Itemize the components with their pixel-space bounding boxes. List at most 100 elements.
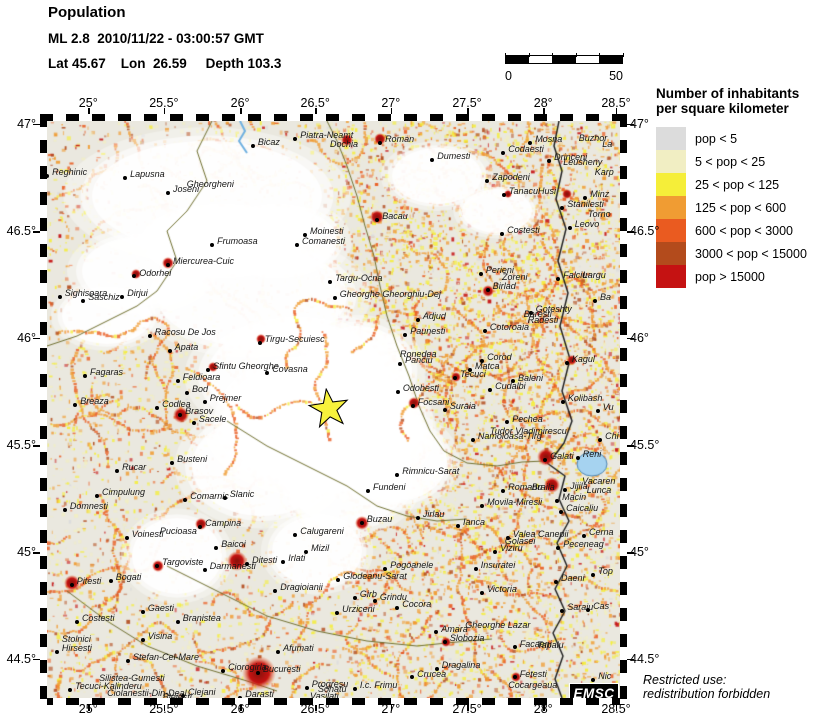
city-label: Fetesti <box>519 668 547 679</box>
city-label: Jirlau <box>422 508 445 519</box>
city-label: Baresti <box>523 309 552 320</box>
city-label: Darasti <box>245 688 274 698</box>
city-label: Ronedea <box>399 349 437 360</box>
y-axis-label: 46° <box>630 330 649 345</box>
city-dot <box>560 399 565 404</box>
city-dot <box>69 582 74 587</box>
city-dot <box>403 332 408 337</box>
city-dot <box>303 232 308 237</box>
city-dot <box>238 695 243 698</box>
y-axis-label: 46.5° <box>630 224 660 239</box>
city-dot <box>511 379 516 384</box>
city-label: Feldioara <box>182 372 221 383</box>
city-label: Paunesti <box>410 325 446 336</box>
city-dot <box>57 294 62 299</box>
city-dot <box>559 509 564 514</box>
city-label: Ciorogirla <box>228 661 267 672</box>
city-label: Reghinic <box>52 166 88 177</box>
city-label: Slobozia <box>449 632 485 643</box>
city-dot <box>410 675 415 680</box>
city-dot <box>132 274 137 279</box>
city-label: Torno <box>587 208 611 219</box>
city-dot <box>468 367 473 372</box>
city-label: Vasilati <box>310 690 339 698</box>
city-dot <box>501 151 506 155</box>
y-axis-label: 44.5° <box>630 651 660 666</box>
city-label: Irlati <box>288 552 306 563</box>
city-label: Cocargeaua <box>508 680 558 691</box>
city-label: Bicaz <box>257 136 280 147</box>
epicenter-star <box>307 387 349 429</box>
city-dot <box>352 687 357 692</box>
population-legend: Number of inhabitants per square kilomet… <box>656 86 817 288</box>
legend-swatch <box>656 150 686 173</box>
city-label: Rimnicu-Sarat <box>402 466 460 477</box>
city-dot <box>473 567 478 572</box>
city-label: Caicaliu <box>566 503 599 514</box>
city-dot <box>178 412 183 417</box>
city-dot <box>395 389 400 394</box>
city-dot <box>335 610 340 615</box>
city-label: La <box>602 139 613 150</box>
map-frame-bottom <box>40 698 627 705</box>
city-label: Comarnic <box>190 491 229 501</box>
city-dot <box>434 666 439 671</box>
city-dot <box>430 157 435 162</box>
city-dot <box>166 262 171 267</box>
distance-scalebar: 0 50 <box>505 53 624 83</box>
city-dot <box>108 578 113 583</box>
city-dot <box>147 333 152 338</box>
city-label: Pucioasa <box>159 526 197 537</box>
city-dot <box>434 630 439 635</box>
city-label: Frumoasa <box>217 235 258 246</box>
restricted-line2: redistribution forbidden <box>643 686 771 701</box>
legend-swatch <box>656 219 686 242</box>
axis-tick <box>163 705 166 711</box>
city-dot <box>479 271 484 276</box>
city-dot <box>373 598 378 603</box>
city-label: Lapusna <box>130 169 165 180</box>
city-dot <box>181 693 186 698</box>
city-label: Leusheny <box>563 156 603 167</box>
city-dot <box>567 226 572 230</box>
city-label: Drinceni <box>554 151 588 162</box>
city-label: Adjud <box>422 310 446 321</box>
city-label: Tapalu <box>536 639 564 650</box>
city-dot <box>398 361 403 366</box>
city-label: Movila-Miresii <box>487 496 543 507</box>
city-label: Valea Canepii <box>512 529 569 540</box>
city-label: Top <box>598 566 613 577</box>
restricted-line1: Restricted use: <box>643 673 727 687</box>
axis-tick <box>627 123 634 126</box>
city-dot <box>95 493 100 498</box>
city-label: Prejmer <box>209 392 242 403</box>
city-label: Victoria <box>487 583 517 594</box>
city-dot <box>155 406 160 411</box>
city-dot <box>202 399 207 404</box>
city-dot <box>483 328 488 333</box>
city-label: Urziceni <box>342 604 375 615</box>
city-dot <box>582 533 587 538</box>
city-label: Covasna <box>272 364 308 375</box>
city-label: Birlad <box>492 280 516 291</box>
city-label: Husi <box>538 185 557 196</box>
city-label: Dragioianii <box>280 582 323 593</box>
city-dot <box>222 496 227 501</box>
axis-tick <box>33 123 40 126</box>
city-dot <box>366 488 371 493</box>
city-label: Gheorghe Lazar <box>465 620 531 631</box>
y-axis-label: 44.5° <box>6 651 36 666</box>
city-label: Tanacu <box>508 185 539 196</box>
city-label: Zapodeni <box>492 171 530 182</box>
city-label: Pogoanele <box>390 560 434 571</box>
city-label: Cas <box>593 601 610 612</box>
city-label: Panciu <box>405 354 433 365</box>
city-dot <box>378 140 383 145</box>
city-label: Saschiz <box>88 291 120 302</box>
city-label: Largu <box>582 270 606 281</box>
city-dot <box>75 619 80 624</box>
axis-tick <box>33 658 40 661</box>
city-label: Cocora <box>402 598 432 609</box>
city-dot <box>598 437 603 442</box>
city-dot <box>175 378 180 383</box>
